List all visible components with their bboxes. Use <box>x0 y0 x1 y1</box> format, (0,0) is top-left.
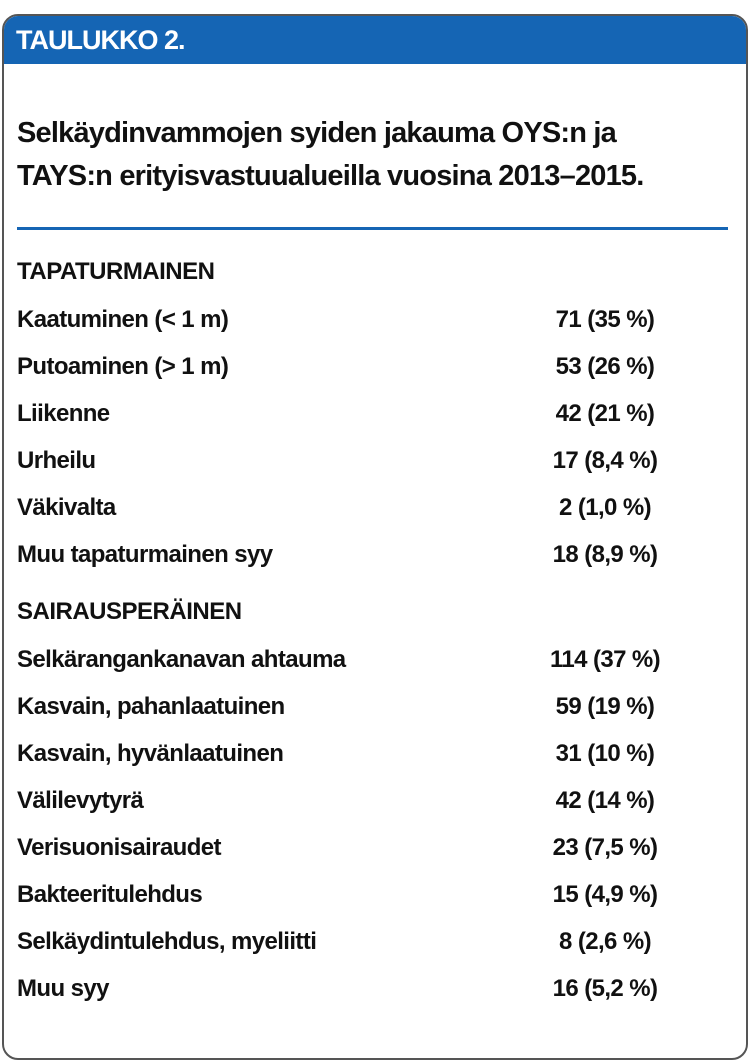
row-value: 114 (37 %) <box>549 646 661 673</box>
row-value: 71 (35 %) <box>555 306 655 333</box>
row: Kaatuminen (< 1 m) 71 (35 %) <box>17 296 728 343</box>
row-label: Kaatuminen (< 1 m) <box>17 306 229 333</box>
row: Urheilu 17 (8,4 %) <box>17 437 728 484</box>
row: Bakteeritulehdus 15 (4,9 %) <box>17 871 728 918</box>
row: Verisuonisairaudet 23 (7,5 %) <box>17 824 728 871</box>
title: Selkäydinvammojen syiden jakauma OYS:n j… <box>17 112 644 198</box>
row: Selkäydintulehdus, myeliitti 8 (2,6 %) <box>17 918 728 965</box>
row: Muu tapaturmainen syy 18 (8,9 %) <box>17 531 728 578</box>
row-value: 16 (5,2 %) <box>552 975 658 1002</box>
row-value: 53 (26 %) <box>555 353 655 380</box>
row-value: 18 (8,9 %) <box>552 541 658 568</box>
row: Muu syy 16 (5,2 %) <box>17 965 728 1012</box>
row: Kasvain, pahanlaatuinen 59 (19 %) <box>17 683 728 730</box>
divider <box>17 227 728 230</box>
row-label: Kasvain, hyvänlaatuinen <box>17 740 284 767</box>
row-label: Välilevytyrä <box>17 787 144 814</box>
row-label: Putoaminen (> 1 m) <box>17 353 229 380</box>
row-label: Väkivalta <box>17 494 116 521</box>
row-value: 42 (21 %) <box>555 400 655 427</box>
row-value: 23 (7,5 %) <box>552 834 658 861</box>
table-box: TAULUKKO 2. Selkäydinvammojen syiden jak… <box>2 14 748 1060</box>
row-label: Selkärangankanavan ahtauma <box>17 646 346 673</box>
header-label: TAULUKKO 2. <box>16 25 185 55</box>
header-band: TAULUKKO 2. <box>4 16 746 64</box>
row-value: 2 (1,0 %) <box>559 494 652 521</box>
row-value: 59 (19 %) <box>555 693 655 720</box>
section-heading: SAIRAUSPERÄINEN <box>17 598 242 625</box>
row-label: Muu syy <box>17 975 109 1002</box>
row-value: 17 (8,4 %) <box>552 447 658 474</box>
row: Väkivalta 2 (1,0 %) <box>17 484 728 531</box>
row-label: Liikenne <box>17 400 110 427</box>
row: Välilevytyrä 42 (14 %) <box>17 777 728 824</box>
row-label: Kasvain, pahanlaatuinen <box>17 693 285 720</box>
row: Putoaminen (> 1 m) 53 (26 %) <box>17 343 728 390</box>
title-line: TAYS:n erityisvastuualueilla vuosina 201… <box>17 160 644 192</box>
row: Liikenne 42 (21 %) <box>17 390 728 437</box>
row: Kasvain, hyvänlaatuinen 31 (10 %) <box>17 730 728 777</box>
row-value: 42 (14 %) <box>555 787 655 814</box>
section: TAPATURMAINEN Kaatuminen (< 1 m) 71 (35 %)… <box>17 248 728 578</box>
section-heading: TAPATURMAINEN <box>17 258 215 285</box>
row-value: 15 (4,9 %) <box>552 881 658 908</box>
row-value: 31 (10 %) <box>555 740 655 767</box>
row-label: Muu tapaturmainen syy <box>17 541 273 568</box>
row-label: Selkäydintulehdus, myeliitti <box>17 928 317 955</box>
section: SAIRAUSPERÄINEN Selkärangankanavan ahtaum… <box>17 588 728 1012</box>
row-value: 8 (2,6 %) <box>559 928 652 955</box>
row: Selkärangankanavan ahtauma 114 (37 %) <box>17 636 728 683</box>
row-label: Bakteeritulehdus <box>17 881 203 908</box>
title-line: Selkäydinvammojen syiden jakauma OYS:n j… <box>17 117 617 149</box>
row-label: Verisuonisairaudet <box>17 834 222 861</box>
table-body: TAPATURMAINEN Kaatuminen (< 1 m) 71 (35 %)… <box>17 248 728 1012</box>
row-label: Urheilu <box>17 447 96 474</box>
